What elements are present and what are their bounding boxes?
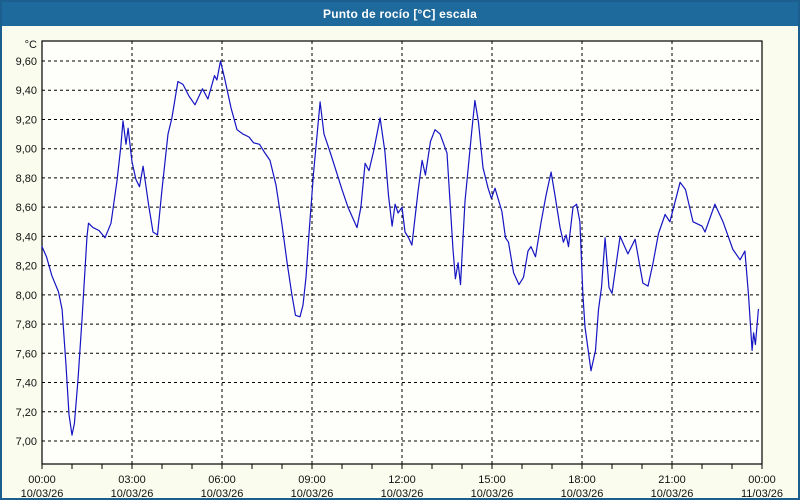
y-tick-label: 8,60 [16,202,37,214]
y-tick-label: 9,00 [16,144,37,156]
y-tick-label: 8,00 [16,290,37,302]
y-tick-label: 8,40 [16,231,37,243]
y-tick-label: 8,20 [16,261,37,273]
window-title: Punto de rocío [°C] escala [322,7,478,21]
y-tick-label: 9,20 [16,114,37,126]
x-tick-date-label: 11/03/26 [741,488,783,498]
x-tick-time-label: 15:00 [478,474,506,486]
y-tick-label: 7,60 [16,348,37,360]
chart-area: 9,60 9,40 9,20 9,00 8,80 8,60 8,40 8,20 8,00 7,80… [2,26,798,498]
x-tick-date-label: 10/03/26 [651,488,694,498]
x-tick-time-label: 00:00 [748,474,776,486]
x-tick-date-label: 10/03/26 [21,488,64,498]
x-tick-date-label: 10/03/26 [471,488,514,498]
x-tick-time-label: 21:00 [658,474,686,486]
x-tick-date-label: 10/03/26 [111,488,154,498]
x-tick-date-label: 10/03/26 [561,488,604,498]
window-titlebar: Punto de rocío [°C] escala [2,2,798,26]
dew-point-line-chart: 9,60 9,40 9,20 9,00 8,80 8,60 8,40 8,20 8,00 7,80… [16,39,783,498]
dew-point-series-line [41,60,760,436]
x-tick-time-label: 00:00 [28,474,56,486]
y-tick-label: 9,60 [16,56,37,68]
x-tick-time-label: 18:00 [568,474,596,486]
x-tick-date-label: 10/03/26 [201,488,244,498]
y-axis-unit-label: °C [25,39,37,51]
y-tick-label: 7,40 [16,378,37,390]
x-tick-date-label: 10/03/26 [381,488,424,498]
x-tick-date-label: 10/03/26 [291,488,334,498]
x-tick-time-label: 12:00 [388,474,416,486]
y-tick-label: 7,00 [16,436,37,448]
y-tick-label: 7,80 [16,319,37,331]
y-tick-label: 8,80 [16,173,37,185]
x-tick-time-label: 06:00 [208,474,236,486]
x-tick-time-label: 09:00 [298,474,326,486]
y-tick-label: 9,40 [16,85,37,97]
y-tick-label: 7,20 [16,407,37,419]
x-tick-time-label: 03:00 [118,474,146,486]
